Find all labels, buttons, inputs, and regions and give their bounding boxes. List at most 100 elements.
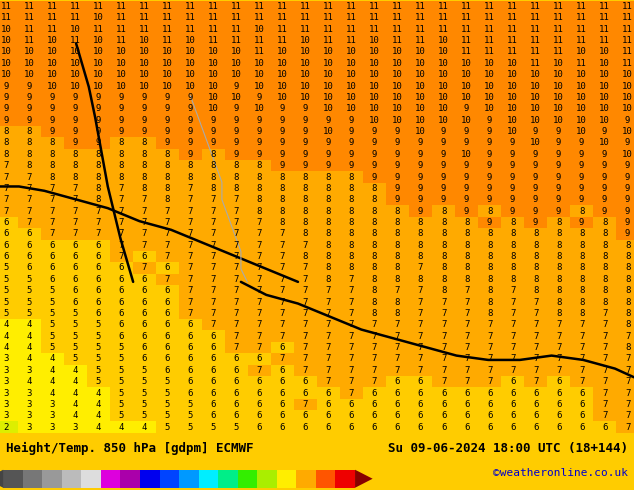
Bar — [409, 194, 432, 205]
Text: 7: 7 — [395, 286, 400, 295]
Text: 10: 10 — [461, 150, 472, 159]
Bar — [41, 296, 63, 308]
Text: 10: 10 — [553, 116, 564, 124]
Bar — [524, 376, 547, 388]
Text: 8: 8 — [210, 184, 216, 193]
Text: 9: 9 — [188, 139, 193, 147]
Bar — [133, 183, 156, 194]
Text: 5: 5 — [49, 286, 55, 295]
Text: 7: 7 — [372, 354, 377, 364]
Text: 10: 10 — [1, 24, 11, 34]
Bar — [64, 205, 87, 217]
Text: 9: 9 — [487, 150, 492, 159]
Bar — [524, 273, 547, 285]
Text: 11: 11 — [346, 36, 357, 45]
Bar — [501, 387, 524, 399]
Text: 8: 8 — [533, 264, 538, 272]
Bar — [248, 342, 271, 353]
Bar — [41, 103, 63, 115]
Bar — [225, 273, 248, 285]
Text: Su 09-06-2024 18:00 UTC (18+144): Su 09-06-2024 18:00 UTC (18+144) — [387, 442, 628, 455]
Text: 5: 5 — [119, 354, 124, 364]
Bar — [524, 330, 547, 342]
Text: 8: 8 — [257, 196, 262, 204]
Text: 6: 6 — [280, 366, 285, 375]
Bar — [409, 205, 432, 217]
Bar — [110, 115, 133, 126]
Text: 7: 7 — [625, 354, 630, 364]
Text: 8: 8 — [96, 150, 101, 159]
Bar — [317, 1, 340, 12]
Bar — [294, 285, 317, 296]
Bar — [317, 240, 340, 251]
Text: 10: 10 — [254, 70, 265, 79]
Bar — [156, 148, 179, 160]
Text: 7: 7 — [533, 343, 538, 352]
Text: 8: 8 — [210, 172, 216, 181]
Text: 6: 6 — [27, 252, 32, 261]
Text: 9: 9 — [533, 207, 538, 216]
Text: 7: 7 — [602, 377, 607, 386]
Bar — [156, 80, 179, 92]
Bar — [317, 376, 340, 388]
Bar — [225, 12, 248, 24]
Text: 10: 10 — [277, 93, 288, 102]
Text: 10: 10 — [231, 70, 242, 79]
Bar — [202, 92, 225, 103]
Text: 5: 5 — [234, 423, 239, 432]
Bar — [225, 410, 248, 421]
Text: 8: 8 — [349, 184, 354, 193]
Bar — [317, 262, 340, 274]
Bar — [340, 319, 363, 331]
Text: 6: 6 — [73, 241, 78, 250]
Text: 6: 6 — [210, 366, 216, 375]
Bar — [87, 353, 110, 365]
Bar — [616, 46, 634, 58]
Bar — [41, 148, 63, 160]
Text: 6: 6 — [418, 400, 424, 409]
Bar — [110, 24, 133, 35]
Bar — [179, 470, 198, 488]
Bar — [571, 92, 593, 103]
Text: 8: 8 — [418, 229, 424, 238]
Bar — [225, 342, 248, 353]
Text: 8: 8 — [326, 207, 331, 216]
Text: 7: 7 — [257, 320, 262, 329]
Bar — [18, 228, 41, 240]
Bar — [501, 58, 524, 69]
Text: 10: 10 — [576, 127, 587, 136]
Bar — [202, 273, 225, 285]
Text: 10: 10 — [415, 70, 426, 79]
Text: 6: 6 — [96, 252, 101, 261]
Text: 11: 11 — [623, 24, 633, 34]
Bar — [248, 365, 271, 376]
Bar — [202, 296, 225, 308]
Text: 6: 6 — [556, 389, 561, 397]
Text: 9: 9 — [533, 218, 538, 227]
Bar — [294, 376, 317, 388]
Text: 7: 7 — [303, 264, 308, 272]
Bar — [81, 470, 101, 488]
Bar — [478, 69, 501, 80]
Bar — [87, 24, 110, 35]
Text: 9: 9 — [533, 172, 538, 181]
Text: 10: 10 — [116, 82, 127, 91]
Bar — [571, 1, 593, 12]
Text: 6: 6 — [188, 354, 193, 364]
Bar — [616, 387, 634, 399]
Bar — [409, 137, 432, 148]
Bar — [340, 365, 363, 376]
Text: 10: 10 — [300, 36, 311, 45]
Text: 7: 7 — [188, 229, 193, 238]
Text: 6: 6 — [418, 423, 424, 432]
Bar — [455, 319, 478, 331]
Bar — [547, 183, 570, 194]
Text: 9: 9 — [579, 172, 585, 181]
Text: 8: 8 — [510, 218, 515, 227]
Text: 7: 7 — [349, 366, 354, 375]
Bar — [87, 217, 110, 228]
Text: 7: 7 — [418, 264, 424, 272]
Text: 6: 6 — [349, 400, 354, 409]
Bar — [133, 12, 156, 24]
Bar — [547, 410, 570, 421]
